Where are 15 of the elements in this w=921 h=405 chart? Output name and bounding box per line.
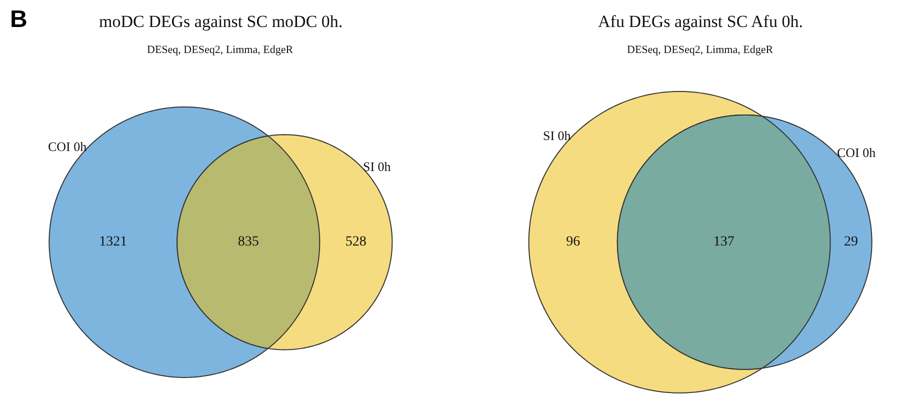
- text: DESeq, DESeq2, Limma, EdgeR: [147, 44, 294, 56]
- category-label: COI 0h: [48, 139, 88, 154]
- data-label: 96: [566, 234, 580, 250]
- text: DESeq, DESeq2, Limma, EdgeR: [627, 44, 774, 56]
- data-label: 528: [345, 234, 366, 250]
- text: moDC DEGs against SC moDC 0h.: [99, 12, 343, 31]
- data-label: 29: [844, 234, 858, 250]
- data-label: 1321: [99, 234, 128, 250]
- category-label: SI 0h: [543, 128, 572, 143]
- text: B: [10, 6, 28, 33]
- data-label: 137: [713, 234, 734, 250]
- category-label: SI 0h: [363, 159, 392, 174]
- category-label: COI 0h: [837, 145, 876, 160]
- text: Afu DEGs against SC Afu 0h.: [598, 12, 803, 31]
- data-label: 835: [238, 234, 259, 250]
